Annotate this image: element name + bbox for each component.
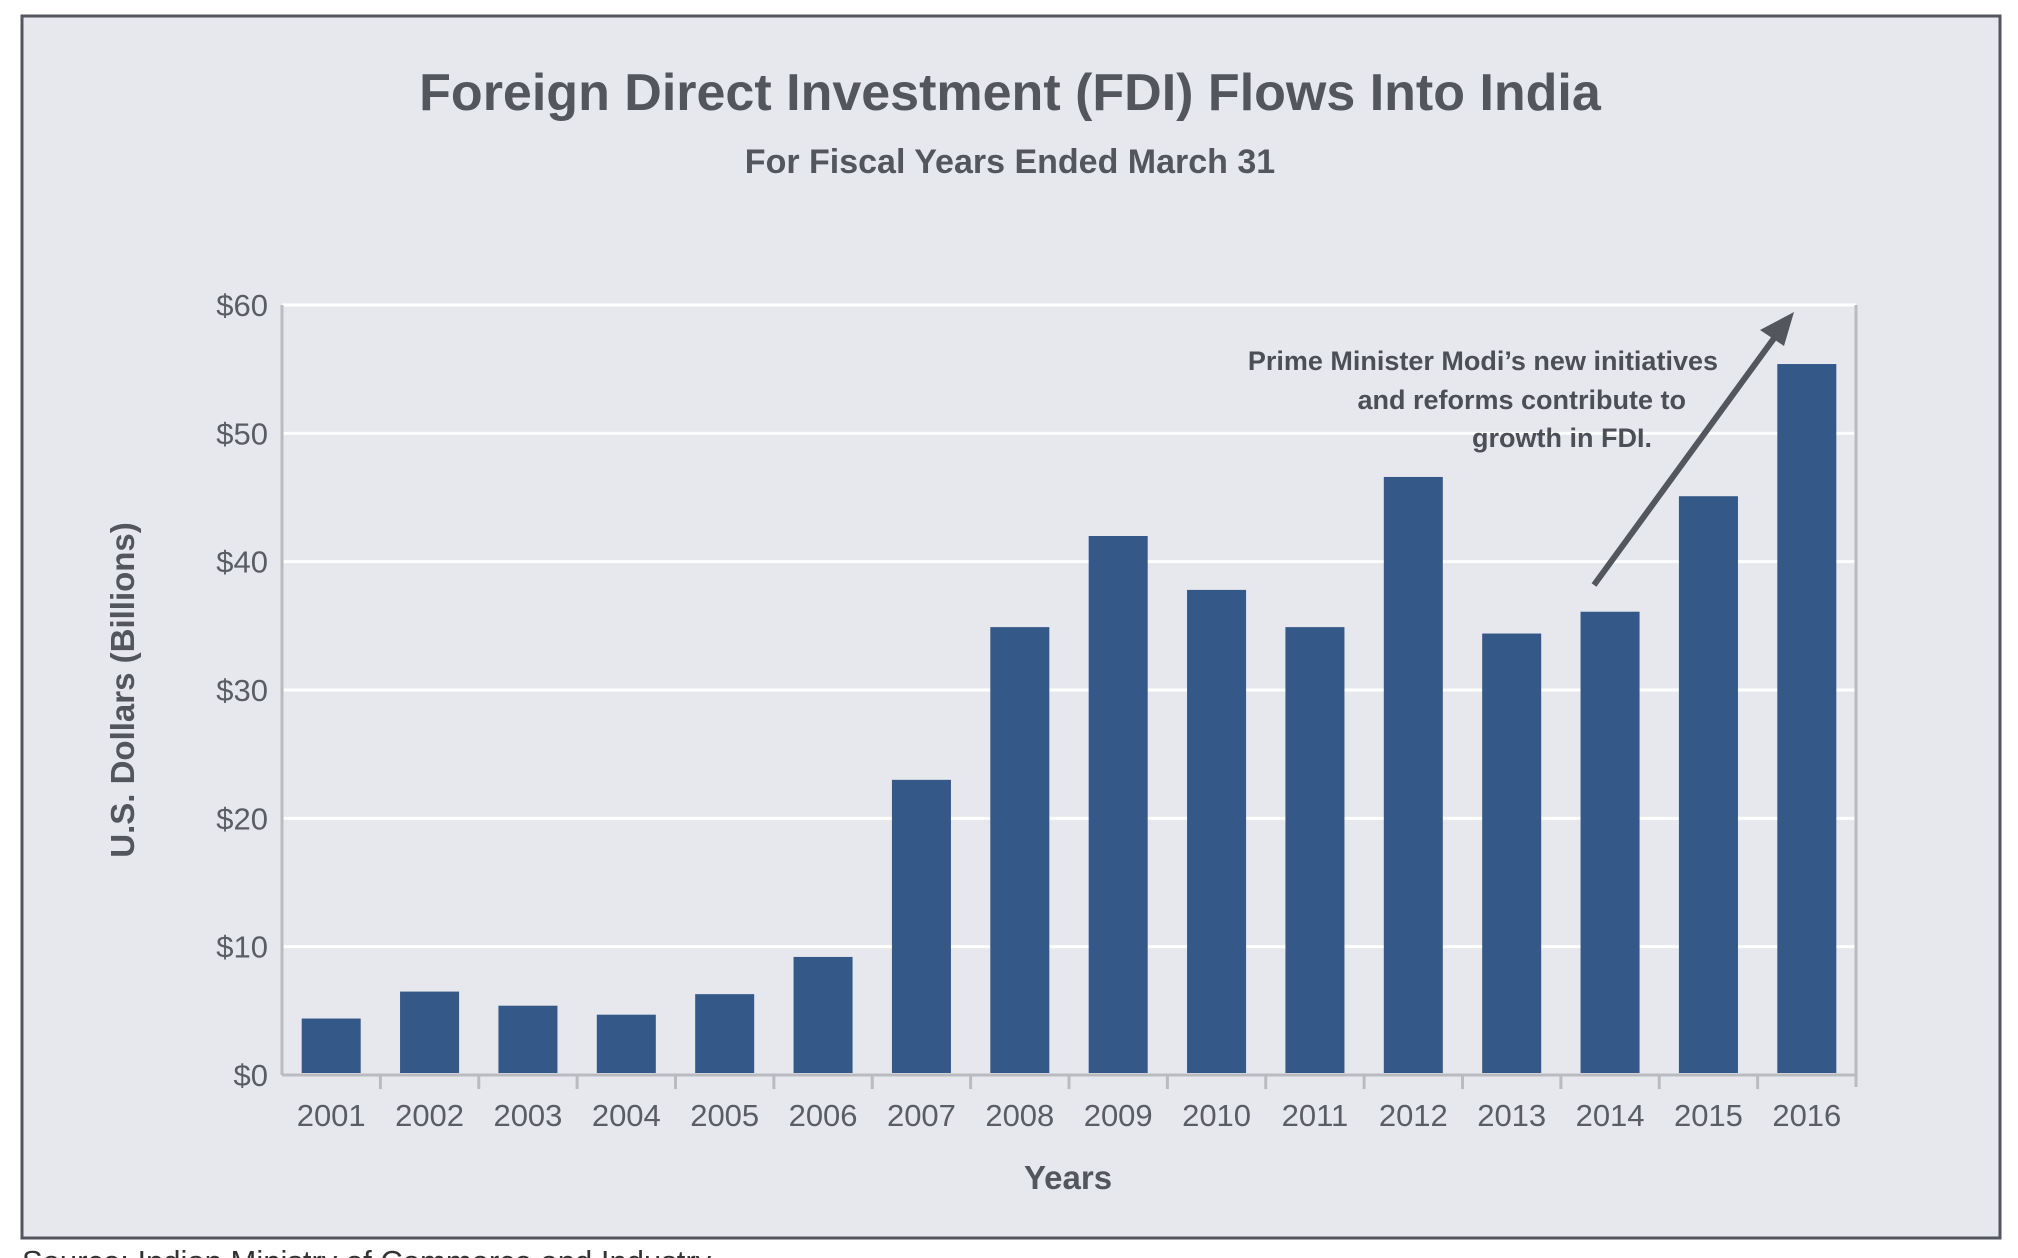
x-tick-label: 2008 [985, 1098, 1054, 1133]
x-tick-label: 2005 [690, 1098, 759, 1133]
annotation-line-3: growth in FDI. [1472, 423, 1652, 453]
annotation-line-2: and reforms contribute to [1357, 385, 1686, 415]
y-tick-label: $40 [216, 545, 268, 580]
bar-2011 [1285, 627, 1345, 1073]
x-tick-label: 2003 [493, 1098, 562, 1133]
x-tick-label: 2009 [1084, 1098, 1153, 1133]
bar-2001 [301, 1018, 361, 1073]
source-note: Source: Indian Ministry of Commerce and … [22, 1244, 712, 1258]
y-tick-label: $0 [234, 1058, 268, 1093]
bar-2015 [1678, 496, 1738, 1073]
x-tick-label: 2004 [592, 1098, 661, 1133]
x-tick-label: 2002 [395, 1098, 464, 1133]
chart-subtitle: For Fiscal Years Ended March 31 [745, 143, 1275, 181]
y-tick-label: $20 [216, 801, 268, 836]
y-tick-label: $60 [216, 288, 268, 323]
bar-2014 [1580, 611, 1640, 1073]
annotation: Prime Minister Modi’s new initiatives an… [1248, 312, 1794, 587]
x-tick-label: 2006 [789, 1098, 858, 1133]
bar-2006 [793, 956, 853, 1073]
x-axis-title: Years [1024, 1159, 1112, 1196]
x-tick-label: 2010 [1182, 1098, 1251, 1133]
bar-2007 [891, 779, 951, 1073]
chart-title: Foreign Direct Investment (FDI) Flows In… [419, 64, 1602, 122]
x-tick-label: 2013 [1477, 1098, 1546, 1133]
bar-2002 [400, 991, 460, 1073]
x-tick-label: 2007 [887, 1098, 956, 1133]
annotation-arrow-shaft [1591, 328, 1783, 587]
annotation-arrow-head [1760, 312, 1794, 346]
x-tick-label: 2016 [1772, 1098, 1841, 1133]
y-tick-label: $50 [216, 416, 268, 451]
bar-2013 [1482, 633, 1542, 1073]
bar-2004 [596, 1014, 656, 1073]
x-tick-label: 2001 [297, 1098, 366, 1133]
y-tick-label: $30 [216, 673, 268, 708]
bar-2003 [498, 1005, 558, 1073]
x-tick-label: 2012 [1379, 1098, 1448, 1133]
x-tick-label: 2011 [1282, 1098, 1349, 1133]
x-tick-label: 2015 [1674, 1098, 1743, 1133]
y-axis-title: U.S. Dollars (Billions) [104, 522, 141, 858]
bar-2005 [695, 994, 755, 1073]
bar-2008 [990, 627, 1050, 1073]
bar-2016 [1777, 364, 1837, 1073]
bar-2009 [1088, 536, 1148, 1073]
y-tick-label: $10 [216, 930, 268, 965]
bar-2010 [1187, 589, 1247, 1073]
annotation-line-1: Prime Minister Modi’s new initiatives [1248, 346, 1718, 376]
bar-2012 [1383, 476, 1443, 1073]
x-tick-label: 2014 [1576, 1098, 1645, 1133]
